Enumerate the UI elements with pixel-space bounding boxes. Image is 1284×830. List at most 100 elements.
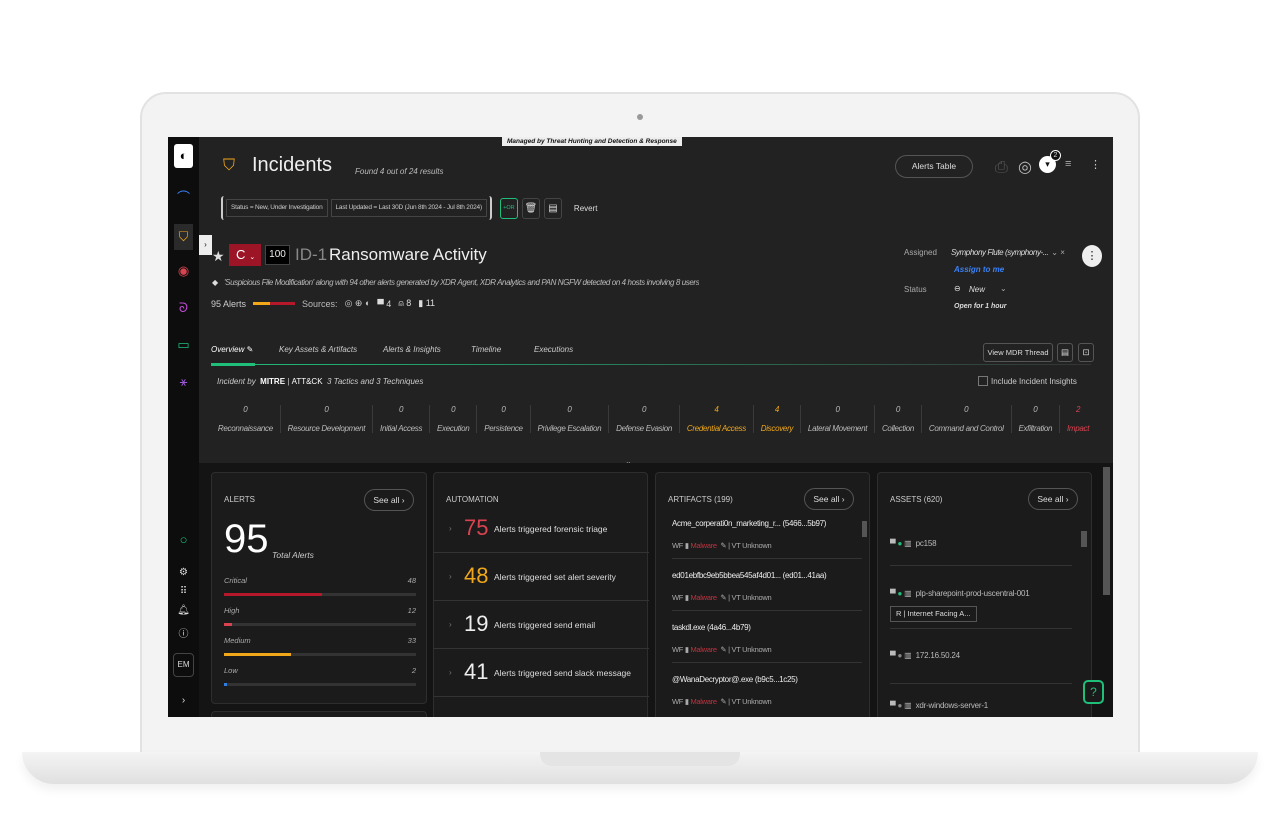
help-button[interactable]: ?: [1083, 680, 1104, 704]
status-dropdown[interactable]: New: [969, 285, 986, 294]
internet-facing-tag[interactable]: R | Internet Facing A...: [890, 606, 977, 622]
clear-assignee-icon[interactable]: ⌄ ×: [1051, 248, 1065, 257]
last-updated-filter-chip[interactable]: Last Updated = Last 30D (Jun 8th 2024 - …: [330, 199, 487, 217]
notes-icon[interactable]: ▤: [1057, 343, 1073, 362]
severity-critical[interactable]: Critical 48: [224, 576, 416, 596]
tactic-impact[interactable]: 2 Impact: [1060, 405, 1096, 433]
assistant-icon[interactable]: ○: [179, 532, 188, 547]
revert-button[interactable]: Revert: [573, 203, 598, 213]
automation-item[interactable]: › 19 Alerts triggered send email: [434, 601, 649, 649]
tactic-defense-evasion[interactable]: 0 Defense Evasion: [609, 405, 680, 433]
artifact-item[interactable]: Acme_corperati0n_marketing_r... (5466...…: [672, 519, 862, 559]
view-mdr-thread-button[interactable]: View MDR Thread: [983, 343, 1053, 362]
expand-sidebar-icon[interactable]: ›: [181, 695, 186, 706]
tactic-privilege-escalation[interactable]: 0 Privilege Escalation: [531, 405, 610, 433]
tab-overview[interactable]: Overview ✎: [211, 345, 253, 354]
help-icon[interactable]: ⓘ: [178, 629, 189, 640]
tag-label: Internet Facing A...: [907, 609, 971, 618]
tactic-reconnaissance[interactable]: 0 Reconnaissance: [211, 405, 281, 433]
incident-more-options-icon[interactable]: ⋮: [1082, 245, 1102, 267]
tab-alerts-insights[interactable]: Alerts & Insights: [383, 345, 441, 354]
tab-label: Overview: [211, 345, 245, 354]
assets-see-all-button[interactable]: See all ›: [1028, 488, 1078, 510]
other-count[interactable]: ▮ 11: [418, 298, 435, 309]
users-count[interactable]: ⍝ 8: [398, 298, 411, 309]
severity-dropdown[interactable]: C ⌄: [229, 244, 261, 266]
alerts-panel-title: ALERTS: [224, 495, 255, 504]
tab-key-assets[interactable]: Key Assets & Artifacts: [279, 345, 358, 354]
network-icon[interactable]: ⚹: [179, 374, 188, 389]
tactic-count: 0: [399, 405, 404, 414]
alerts-see-all-button[interactable]: See all ›: [364, 489, 414, 511]
artifacts-scrollbar[interactable]: [862, 521, 867, 537]
tactic-discovery[interactable]: 4 Discovery: [754, 405, 802, 433]
include-insights-checkbox[interactable]: [978, 376, 988, 386]
tactic-persistence[interactable]: 0 Persistence: [477, 405, 531, 433]
incident-name[interactable]: Ransomware Activity: [329, 245, 487, 264]
expand-panel-toggle[interactable]: ›: [199, 235, 212, 255]
collapse-chevron-icon[interactable]: ⌄: [625, 457, 632, 466]
assets-scrollbar[interactable]: [1081, 531, 1087, 547]
artifact-item[interactable]: @WanaDecryptor@.exe (b9c5...1c25) WF ▮ Ma…: [672, 675, 862, 706]
threat-icon[interactable]: ◉: [177, 263, 190, 278]
delete-filter-icon[interactable]: 🗑︎: [521, 197, 540, 219]
tactic-resource-development[interactable]: 0 Resource Development: [281, 405, 374, 433]
automation-label: Alerts triggered forensic triage: [494, 524, 608, 534]
tactic-lateral-movement[interactable]: 0 Lateral Movement: [801, 405, 876, 433]
add-or-filter-button[interactable]: +OR: [499, 197, 518, 219]
asset-item[interactable]: ▀ ● ▥ plp-sharepoint-prod-uscentral-001: [890, 589, 1080, 598]
tactic-execution[interactable]: 0 Execution: [430, 405, 478, 433]
settings-gear-icon[interactable]: ⚙: [179, 567, 188, 578]
apps-grid-icon[interactable]: ⠿: [179, 586, 188, 597]
tactic-command-and-control[interactable]: 0 Command and Control: [922, 405, 1012, 433]
artifact-item[interactable]: ed01ebfbc9eb5bbea545af4d01... (ed01...41…: [672, 571, 862, 611]
sync-icon[interactable]: ◎: [1018, 159, 1032, 176]
mitre-logo: MITRE: [260, 377, 286, 386]
tactic-collection[interactable]: 0 Collection: [875, 405, 922, 433]
more-options-icon[interactable]: ⋮: [1090, 159, 1101, 171]
endpoints-icon[interactable]: ▭: [177, 337, 190, 352]
logo-icon[interactable]: ◐: [174, 144, 193, 168]
include-insights-label[interactable]: Include Incident Insights: [991, 377, 1077, 386]
incidents-shield-icon[interactable]: ⛉: [174, 224, 193, 250]
star-icon[interactable]: ★: [212, 248, 225, 264]
panel-icon[interactable]: ⊡: [1078, 343, 1094, 362]
asset-item[interactable]: ▀ ● ▥ xdr-windows-server-1: [890, 701, 1080, 710]
tactic-count: 0: [567, 405, 572, 414]
asset-item[interactable]: ▀ ● ▥ pc158: [890, 539, 1080, 548]
list-view-icon[interactable]: ≡: [1065, 158, 1072, 170]
automation-item[interactable]: › 41 Alerts triggered send slack message: [434, 649, 649, 697]
save-filter-icon[interactable]: ▤: [543, 197, 562, 219]
tab-executions[interactable]: Executions: [534, 345, 574, 354]
total-alerts-label: Total Alerts: [272, 550, 314, 560]
page-scrollbar[interactable]: [1103, 467, 1110, 595]
export-icon[interactable]: ⎙: [995, 159, 1008, 176]
dashboard-icon[interactable]: ⌒: [176, 190, 190, 205]
assignee-dropdown[interactable]: Symphony Flute (symphony-...: [951, 248, 1049, 257]
assign-to-me-link[interactable]: Assign to me: [954, 265, 1005, 274]
automation-item[interactable]: › 48 Alerts triggered set alert severity: [434, 553, 649, 601]
alerts-count[interactable]: 95 Alerts: [211, 298, 247, 309]
status-filter-chip[interactable]: Status = New, Under Investigation: [226, 199, 328, 217]
severity-medium[interactable]: Medium 33: [224, 636, 416, 656]
hosts-count[interactable]: ▀ 4: [377, 299, 391, 309]
status-dot-icon: ●: [897, 539, 903, 548]
asset-item[interactable]: ▀ ● ▥ 172.16.50.24: [890, 651, 1080, 660]
divider: [890, 565, 1072, 566]
investigation-icon[interactable]: ᘐ: [178, 300, 189, 315]
automation-item[interactable]: › 75 Alerts triggered forensic triage: [434, 505, 649, 553]
chevron-down-icon[interactable]: ⌄: [1000, 284, 1007, 293]
mitre-prefix: Incident by: [217, 377, 256, 386]
tactic-credential-access[interactable]: 4 Credential Access: [680, 405, 754, 433]
incident-description: 'Suspicious File Modification' along wit…: [224, 278, 700, 287]
tactic-exfiltration[interactable]: 0 Exfiltration: [1012, 405, 1061, 433]
notification-bell-icon[interactable]: 🔔︎: [177, 605, 190, 616]
artifacts-see-all-button[interactable]: See all ›: [804, 488, 854, 510]
severity-low[interactable]: Low 2: [224, 666, 416, 686]
artifact-item[interactable]: taskdl.exe (4a46...4b79) WF ▮ Malware ✎ |…: [672, 623, 862, 663]
tactic-initial-access[interactable]: 0 Initial Access: [373, 405, 431, 433]
user-avatar[interactable]: EM: [173, 653, 194, 677]
alerts-table-button[interactable]: Alerts Table: [895, 155, 973, 178]
severity-high[interactable]: High 12: [224, 606, 416, 626]
tab-timeline[interactable]: Timeline: [471, 345, 502, 354]
